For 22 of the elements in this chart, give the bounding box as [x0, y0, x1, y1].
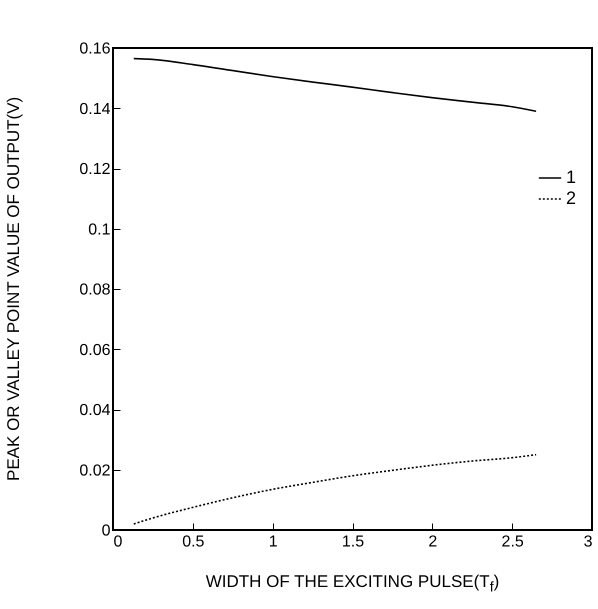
legend-label: 1 — [566, 167, 576, 187]
x-tick-label: 1 — [268, 534, 278, 550]
y-tick-label: 0.04 — [79, 402, 111, 419]
legend-label: 2 — [566, 188, 576, 208]
x-axis-title: WIDTH OF THE EXCITING PULSE(T$_{f}$) — [204, 572, 500, 596]
y-tick-label: 0.14 — [79, 100, 111, 118]
x-tick-label: 0.5 — [182, 534, 205, 550]
x-tick-label: 0 — [114, 534, 122, 550]
y-tick-label: 0.02 — [79, 462, 111, 480]
x-tick-label: 2 — [428, 534, 438, 550]
y-tick-label: 0.06 — [79, 342, 111, 359]
y-tick-label: 0 — [102, 522, 111, 540]
y-axis-title: PEAK OR VALLEY POINT VALUE OF OUTPUT(V) — [4, 96, 24, 484]
y-tick-label: 0.16 — [79, 40, 111, 58]
line-series — [132, 58, 537, 112]
x-tick-label: 3 — [584, 534, 593, 550]
line-series — [132, 454, 537, 525]
y-tick-label: 0.08 — [79, 282, 111, 298]
y-tick-label: 0.12 — [79, 161, 111, 178]
y-tick-label: 0.1 — [88, 221, 111, 238]
x-tick-label: 2.5 — [502, 534, 524, 550]
x-tick-label: 1.5 — [342, 534, 364, 550]
